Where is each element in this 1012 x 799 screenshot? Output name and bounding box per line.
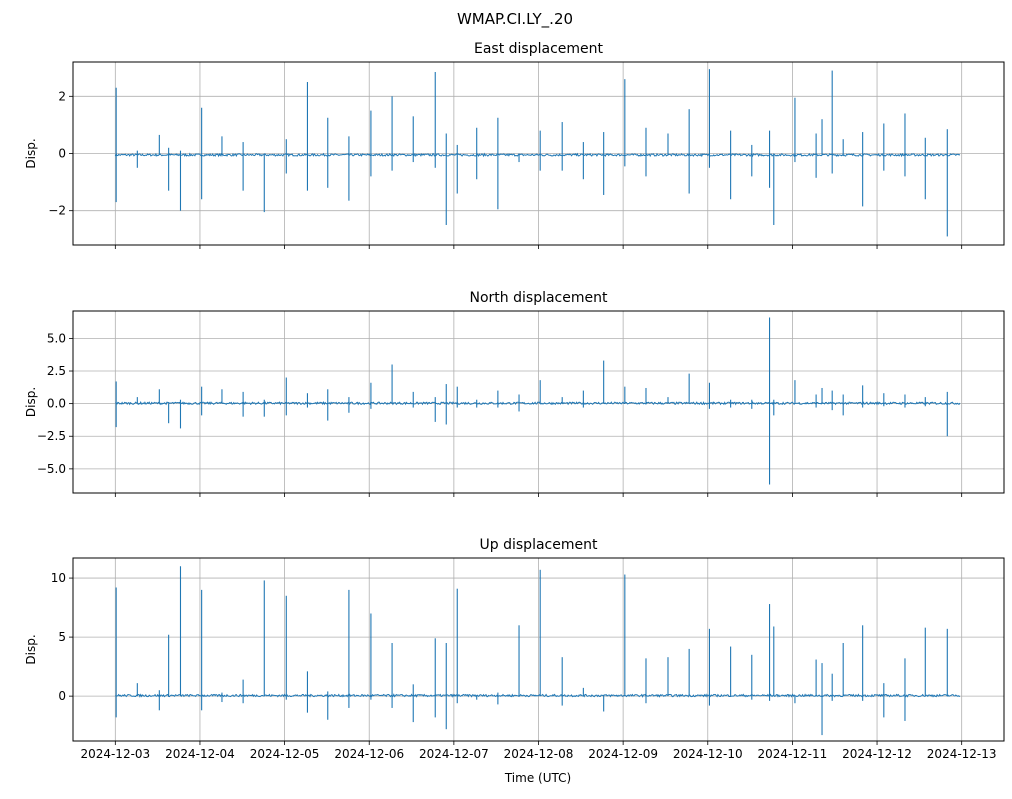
- y-tick-label: −5.0: [37, 462, 66, 476]
- panel-title: East displacement: [474, 41, 604, 57]
- y-tick-label: −2: [48, 204, 66, 218]
- y-axis-label: Disp.: [24, 138, 38, 168]
- series-line: [115, 693, 961, 698]
- x-axis-label: Time (UTC): [504, 771, 571, 785]
- panel-north: −5.0 −2.5 0.0 2.5 5.0 North displacement Disp.: [24, 290, 1005, 497]
- y-tick-label: 2.5: [47, 364, 66, 378]
- x-tick-label: 2024-12-13: [927, 747, 997, 761]
- x-tick-label: 2024-12-08: [504, 747, 574, 761]
- y-tick-label: 0: [58, 147, 66, 161]
- y-tick-label: −2.5: [37, 429, 66, 443]
- y-axis-label: Disp.: [24, 387, 38, 417]
- x-tick-label: 2024-12-09: [588, 747, 658, 761]
- axes-frame: [72, 61, 1005, 246]
- y-tick-label: 0.0: [47, 397, 66, 411]
- x-tick-label: 2024-12-03: [80, 747, 150, 761]
- x-tick-label: 2024-12-06: [334, 747, 404, 761]
- series-line: [114, 152, 961, 158]
- y-axis-label: Disp.: [24, 634, 38, 664]
- series-line: [115, 401, 961, 406]
- axes-frame: [72, 310, 1005, 494]
- y-tick-label: 10: [51, 571, 66, 585]
- panel-title: North displacement: [470, 290, 608, 306]
- x-tick-label: 2024-12-05: [250, 747, 320, 761]
- panel-title: Up displacement: [480, 537, 598, 553]
- axes-frame: [72, 557, 1005, 742]
- y-tick-label: 5.0: [47, 331, 66, 345]
- x-tick-label: 2024-12-07: [419, 747, 489, 761]
- y-tick-label: 0: [58, 689, 66, 703]
- x-tick-label: 2024-12-12: [842, 747, 912, 761]
- x-tick-label: 2024-12-10: [673, 747, 743, 761]
- y-tick-label: 5: [58, 630, 66, 644]
- x-tick-label: 2024-12-04: [165, 747, 235, 761]
- figure-title: WMAP.CI.LY_.20: [457, 10, 573, 29]
- y-tick-label: 2: [58, 89, 66, 103]
- panel-up: 2024-12-03 2024-12-04 2024-12-05 2024-12-06…: [24, 537, 1005, 761]
- panel-east: −2 0 2 East displacement Disp.: [24, 41, 1005, 249]
- x-tick-label: 2024-12-11: [758, 747, 828, 761]
